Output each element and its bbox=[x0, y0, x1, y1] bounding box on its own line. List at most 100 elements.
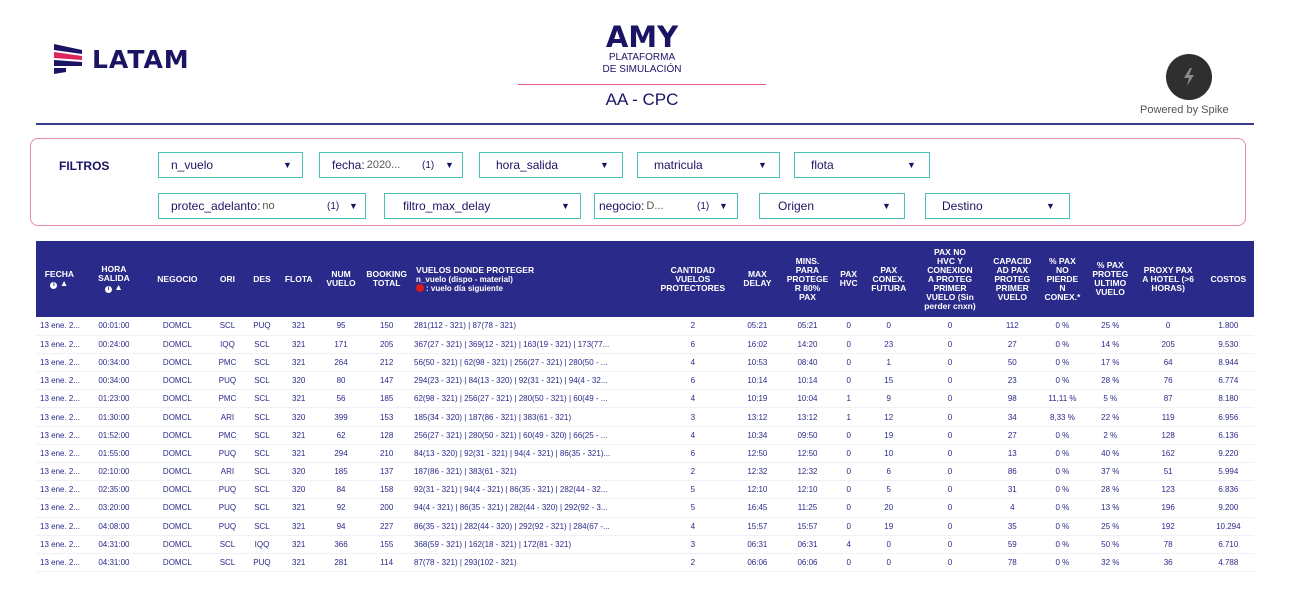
table-cell: 321 bbox=[278, 535, 319, 554]
table-cell: 09:50 bbox=[781, 426, 834, 445]
sort-asc-icon: ▲ bbox=[59, 277, 69, 288]
col-pax-hvc[interactable]: PAX HVC bbox=[839, 269, 858, 288]
table-cell: 0 bbox=[913, 317, 987, 336]
table-cell: 51 bbox=[1133, 462, 1203, 482]
table-cell: 281 bbox=[318, 553, 364, 573]
table-row[interactable]: 13 ene. 2... 02:35:00 DOMCL PUQ SCL 320 84 158 9… bbox=[36, 480, 1254, 500]
table-cell: 20 bbox=[864, 498, 914, 518]
table-cell: 13 % bbox=[1086, 498, 1134, 518]
chevron-down-icon: ▼ bbox=[719, 201, 728, 211]
table-cell: DOMCL bbox=[145, 480, 210, 500]
filter-max-delay[interactable]: filtro_max_delay ▼ bbox=[384, 193, 581, 219]
table-cell: 10 bbox=[864, 444, 914, 464]
table-row[interactable]: 13 ene. 2... 00:34:00 DOMCL PMC SCL 321 264 212… bbox=[36, 353, 1254, 373]
filter-matricula[interactable]: matricula ▼ bbox=[637, 152, 780, 178]
table-cell: 0 bbox=[833, 553, 865, 573]
filter-name: fecha: bbox=[332, 158, 365, 172]
table-cell: 128 bbox=[1133, 426, 1203, 445]
table-row[interactable]: 13 ene. 2... 01:52:00 DOMCL PMC SCL 321 62 128 2… bbox=[36, 426, 1254, 445]
filter-protec-adelanto[interactable]: protec_adelanto: no (1) ▼ bbox=[158, 193, 366, 219]
col-des[interactable]: DES bbox=[253, 273, 271, 284]
col-negocio[interactable]: NEGOCIO bbox=[157, 273, 198, 284]
table-cell: 25 % bbox=[1086, 317, 1134, 336]
table-cell: 13 ene. 2... bbox=[36, 517, 83, 536]
table-row[interactable]: 13 ene. 2... 01:23:00 DOMCL PMC SCL 321 56 185 6… bbox=[36, 389, 1254, 409]
chevron-down-icon: ▼ bbox=[1046, 201, 1055, 211]
filter-name: negocio: bbox=[599, 199, 645, 213]
table-row[interactable]: 13 ene. 2... 03:20:00 DOMCL PUQ SCL 321 92 200 9… bbox=[36, 498, 1254, 518]
table-cell: 94 bbox=[318, 517, 364, 536]
col-num-vuelo[interactable]: NUM VUELO bbox=[326, 269, 356, 288]
info-icon: i bbox=[105, 286, 113, 293]
filters-panel: FILTROS n_vuelo ▼ fecha: 2020... (1) ▼ h… bbox=[30, 138, 1246, 226]
table-row[interactable]: 13 ene. 2... 04:31:00 DOMCL SCL IQQ 321 366 155… bbox=[36, 535, 1254, 554]
col-booking-total[interactable]: BOOKING TOTAL bbox=[366, 269, 407, 288]
table-cell: 187(86 - 321) | 383(61 - 321) bbox=[410, 462, 653, 482]
col-proxy-hotel[interactable]: PROXY PAX A HOTEL (>6 HORAS) bbox=[1142, 264, 1194, 293]
table-cell: 1 bbox=[833, 407, 865, 427]
table-row[interactable]: 13 ene. 2... 00:01:00 DOMCL SCL PUQ 321 95 150 2… bbox=[36, 317, 1254, 336]
table-cell: 80 bbox=[318, 371, 364, 391]
chevron-down-icon: ▼ bbox=[349, 201, 358, 211]
table-cell: 0 % bbox=[1037, 498, 1087, 518]
filter-name: hora_salida bbox=[496, 158, 559, 172]
table-row[interactable]: 13 ene. 2... 02:10:00 DOMCL ARI SCL 320 185 137… bbox=[36, 462, 1254, 482]
col-mins-proteger[interactable]: MINS. PARA PROTEGE R 80% PAX bbox=[786, 255, 829, 302]
filter-destino[interactable]: Destino ▼ bbox=[925, 193, 1070, 219]
col-pax-conex[interactable]: PAX CONEX. FUTURA bbox=[871, 264, 907, 293]
table-cell: 162 bbox=[1133, 444, 1203, 464]
filter-flota[interactable]: flota ▼ bbox=[794, 152, 930, 178]
table-row[interactable]: 13 ene. 2... 04:31:00 DOMCL SCL PUQ 321 281 114… bbox=[36, 553, 1254, 573]
table-cell: SCL bbox=[245, 517, 279, 536]
table-cell: 13 ene. 2... bbox=[36, 317, 83, 336]
filter-origen[interactable]: Origen ▼ bbox=[759, 193, 905, 219]
col-max-delay[interactable]: MAX DELAY bbox=[743, 269, 772, 288]
table-cell: 6 bbox=[652, 444, 733, 464]
col-cantidad-vuelos[interactable]: CANTIDAD VUELOS PROTECTORES bbox=[660, 264, 726, 293]
filter-negocio[interactable]: negocio: D... (1) ▼ bbox=[594, 193, 738, 219]
latam-logo: LATAM bbox=[52, 40, 190, 78]
filter-name: Origen bbox=[778, 199, 815, 213]
table-cell: 4.788 bbox=[1202, 553, 1254, 573]
table-cell: 13 ene. 2... bbox=[36, 444, 83, 464]
table-row[interactable]: 13 ene. 2... 01:30:00 DOMCL ARI SCL 320 399 153… bbox=[36, 407, 1254, 427]
table-cell: 2 bbox=[652, 317, 733, 336]
col-pct-ultimo[interactable]: % PAX PROTEG ULTIMO VUELO bbox=[1092, 260, 1129, 297]
table-cell: PMC bbox=[209, 353, 246, 373]
col-pct-no-pierde[interactable]: % PAX NO PIERDE N CONEX.* bbox=[1044, 255, 1081, 302]
table-cell: SCL bbox=[209, 553, 246, 573]
col-fecha[interactable]: FECHA i ▲ bbox=[44, 268, 75, 289]
col-costos[interactable]: COSTOS bbox=[1210, 273, 1247, 284]
filter-n-vuelo[interactable]: n_vuelo ▼ bbox=[158, 152, 303, 178]
table-cell: 4 bbox=[652, 517, 733, 536]
table-cell: DOMCL bbox=[145, 444, 210, 464]
table-cell: 366 bbox=[318, 535, 364, 554]
col-pax-no-hvc[interactable]: PAX NO HVC Y CONEXION A PROTEG PRIMER VUELO (… bbox=[924, 246, 976, 311]
table-cell: 0 % bbox=[1037, 535, 1087, 554]
table-cell: 10:34 bbox=[732, 426, 782, 445]
table-row[interactable]: 13 ene. 2... 04:08:00 DOMCL PUQ SCL 321 94 227 8… bbox=[36, 517, 1254, 536]
table-row[interactable]: 13 ene. 2... 00:24:00 DOMCL IQQ SCL 321 171 205… bbox=[36, 335, 1254, 354]
col-ori[interactable]: ORI bbox=[219, 273, 236, 284]
table-cell: PUQ bbox=[209, 371, 246, 391]
col-capacidad[interactable]: CAPACID AD PAX PROTEG PRIMER VUELO bbox=[993, 255, 1032, 302]
col-flota[interactable]: FLOTA bbox=[284, 273, 313, 284]
table-cell: 0 % bbox=[1037, 335, 1087, 354]
filter-fecha[interactable]: fecha: 2020... (1) ▼ bbox=[319, 152, 463, 178]
table-cell: 185 bbox=[318, 462, 364, 482]
table-cell: SCL bbox=[245, 407, 279, 427]
col-vuelos-proteger[interactable]: VUELOS DONDE PROTEGER n_vuelo (dispo - ma… bbox=[416, 264, 535, 293]
col-hora-salida[interactable]: HORA SALIDA i ▲ bbox=[98, 264, 130, 293]
table-cell: IQQ bbox=[209, 335, 246, 354]
table-cell: 6 bbox=[864, 462, 914, 482]
table-cell: 5 bbox=[652, 480, 733, 500]
table-cell: 27 bbox=[986, 335, 1038, 354]
filter-hora-salida[interactable]: hora_salida ▼ bbox=[479, 152, 623, 178]
table-cell: 13 ene. 2... bbox=[36, 426, 83, 445]
table-cell: 321 bbox=[278, 335, 319, 354]
table-cell: DOMCL bbox=[145, 371, 210, 391]
table-row[interactable]: 13 ene. 2... 01:55:00 DOMCL PUQ SCL 321 294 210… bbox=[36, 444, 1254, 464]
table-cell: DOMCL bbox=[145, 517, 210, 536]
table-cell: 94(4 - 321) | 86(35 - 321) | 282(44 - 32… bbox=[410, 498, 653, 518]
table-row[interactable]: 13 ene. 2... 00:34:00 DOMCL PUQ SCL 320 80 147 2… bbox=[36, 371, 1254, 391]
